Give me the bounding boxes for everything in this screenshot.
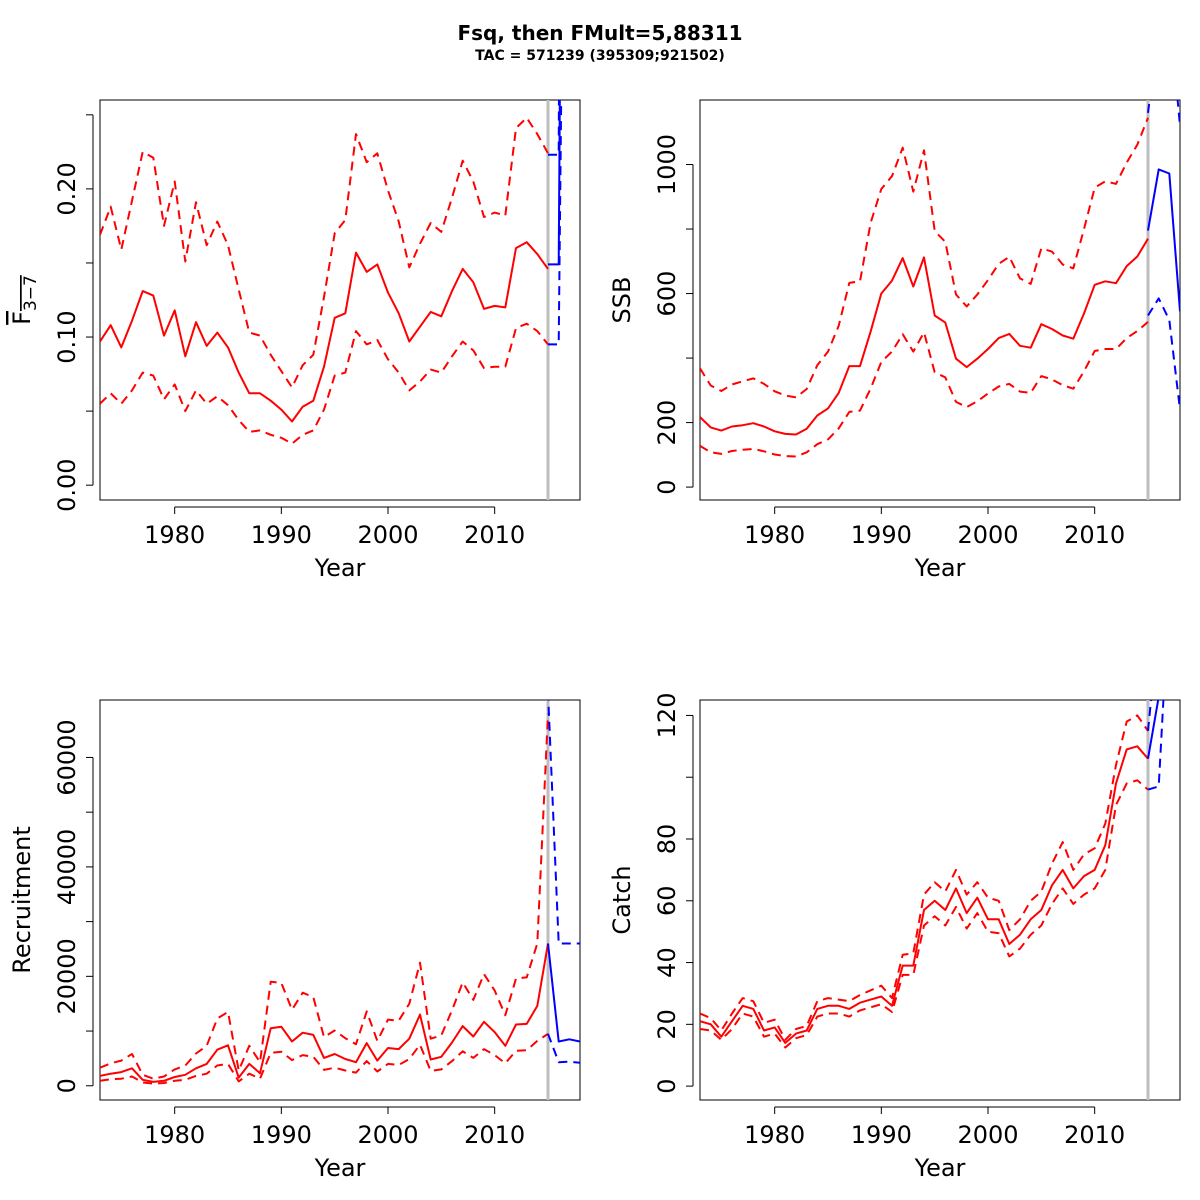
ssb-y-tick-label: 200 bbox=[653, 400, 681, 446]
ssb-series-forecast-5 bbox=[1147, 297, 1180, 410]
catch-y-axis-label: Catch bbox=[608, 865, 636, 934]
recruitment-y-axis-label: Recruitment bbox=[8, 826, 36, 973]
recruitment-x-tick-label: 2010 bbox=[464, 1121, 525, 1149]
fbar-plot-area bbox=[100, 100, 563, 500]
fbar-series-historic-1 bbox=[100, 116, 549, 389]
ssb-plot-area bbox=[700, 100, 1180, 500]
ssb-series-forecast-4 bbox=[1147, 100, 1180, 126]
fbar-series-forecast-3 bbox=[548, 100, 561, 266]
ssb-plot-frame bbox=[699, 99, 1181, 501]
catch-x-tick-label: 2000 bbox=[957, 1121, 1018, 1149]
recruitment-series-historic-0 bbox=[100, 943, 549, 1083]
catch-y-axis-label-main: Catch bbox=[608, 865, 636, 934]
catch-y-tick-label: 40 bbox=[653, 947, 681, 978]
fbar-x-tick-label: 1990 bbox=[251, 521, 312, 549]
recruitment-y-axis-label-main: Recruitment bbox=[8, 826, 36, 973]
recruitment-series-forecast-4 bbox=[547, 700, 580, 945]
fbar-x-axis-label: Year bbox=[314, 554, 366, 582]
fbar-y-axis-label: F3−7 bbox=[8, 275, 41, 325]
recruitment-plot-frame bbox=[99, 699, 581, 1101]
fbar-panel: 1980 1990 2000 2010 0.00 0.10 0.20 Year F3−7 bbox=[8, 99, 581, 582]
ssb-y-tick-label: 0 bbox=[653, 479, 681, 494]
ssb-x-axis-label: Year bbox=[914, 554, 966, 582]
catch-y-tick-label: 120 bbox=[653, 693, 681, 739]
ssb-x-tick-label: 1980 bbox=[744, 521, 805, 549]
fbar-y-tick-label: 0.00 bbox=[53, 458, 81, 511]
recruitment-panel: 1980 1990 2000 2010 0 20000 40000 60000 Year Recr… bbox=[8, 699, 581, 1182]
ssb-panel: 1980 1990 2000 2010 0 200 600 1000 Year SSB bbox=[608, 99, 1181, 582]
fbar-plot-frame bbox=[99, 99, 581, 501]
catch-x-tick-label: 1990 bbox=[851, 1121, 912, 1149]
figure-title: Fsq, then FMult=5,88311 bbox=[457, 21, 742, 45]
recruitment-series-historic-1 bbox=[100, 713, 549, 1080]
catch-series-historic-0 bbox=[700, 745, 1149, 1044]
catch-plot-area bbox=[700, 700, 1165, 1100]
fbar-y-tick-label: 0.20 bbox=[53, 162, 81, 215]
recruitment-y-tick-label: 20000 bbox=[53, 938, 81, 1014]
fbar-y-axis-label-main: F bbox=[8, 311, 36, 325]
ssb-x-tick-label: 2010 bbox=[1064, 521, 1125, 549]
recruitment-series-historic-2 bbox=[100, 1032, 549, 1085]
fbar-series-forecast-5 bbox=[548, 100, 563, 346]
recruitment-plot-area bbox=[100, 700, 580, 1100]
catch-y-tick-label: 20 bbox=[653, 1009, 681, 1040]
recruitment-series-forecast-3 bbox=[547, 943, 580, 1043]
ssb-x-tick-label: 2000 bbox=[957, 521, 1018, 549]
catch-panel: 1980 1990 2000 2010 0 20 40 60 80 120 Year Catch bbox=[608, 693, 1181, 1182]
ssb-series-historic-2 bbox=[700, 321, 1149, 458]
fbar-series-forecast-4 bbox=[548, 100, 560, 156]
catch-series-forecast-4 bbox=[1147, 700, 1153, 731]
recruitment-series-forecast-5 bbox=[547, 1033, 580, 1064]
recruitment-x-axis-label: Year bbox=[314, 1154, 366, 1182]
catch-y-tick-label: 60 bbox=[653, 885, 681, 916]
catch-series-historic-2 bbox=[700, 779, 1149, 1049]
catch-series-forecast-5 bbox=[1147, 700, 1165, 791]
recruitment-x-tick-label: 2000 bbox=[357, 1121, 418, 1149]
fbar-x-tick-label: 1980 bbox=[144, 521, 205, 549]
fbar-series-historic-0 bbox=[100, 241, 549, 423]
fbar-y-axis-label-sub: 3−7 bbox=[21, 275, 41, 311]
fbar-x-tick-label: 2000 bbox=[357, 521, 418, 549]
recruitment-y-tick-label: 60000 bbox=[53, 719, 81, 795]
recruitment-y-tick-label: 0 bbox=[53, 1078, 81, 1093]
ssb-y-tick-label: 600 bbox=[653, 271, 681, 317]
ssb-y-axis-label-main: SSB bbox=[608, 277, 636, 324]
catch-x-axis-label: Year bbox=[914, 1154, 966, 1182]
catch-x-tick-label: 2010 bbox=[1064, 1121, 1125, 1149]
ssb-series-historic-1 bbox=[700, 117, 1149, 399]
ssb-series-forecast-3 bbox=[1147, 168, 1180, 312]
ssb-y-axis-label: SSB bbox=[608, 277, 636, 324]
ssb-x-tick-label: 1990 bbox=[851, 521, 912, 549]
figure-subtitle: TAC = 571239 (395309;921502) bbox=[475, 48, 725, 64]
catch-series-historic-1 bbox=[700, 714, 1149, 1041]
fbar-x-tick-label: 2010 bbox=[464, 521, 525, 549]
fbar-series-historic-2 bbox=[100, 322, 549, 445]
catch-x-tick-label: 1980 bbox=[744, 1121, 805, 1149]
catch-y-tick-label: 80 bbox=[653, 824, 681, 855]
catch-y-tick-label: 0 bbox=[653, 1078, 681, 1093]
recruitment-x-tick-label: 1990 bbox=[251, 1121, 312, 1149]
ssb-y-tick-label: 1000 bbox=[653, 134, 681, 195]
catch-series-forecast-3 bbox=[1147, 700, 1160, 759]
ssb-series-historic-0 bbox=[700, 238, 1149, 436]
recruitment-x-tick-label: 1980 bbox=[144, 1121, 205, 1149]
fbar-y-tick-label: 0.10 bbox=[53, 310, 81, 363]
recruitment-y-tick-label: 40000 bbox=[53, 829, 81, 905]
catch-plot-frame bbox=[699, 699, 1181, 1101]
